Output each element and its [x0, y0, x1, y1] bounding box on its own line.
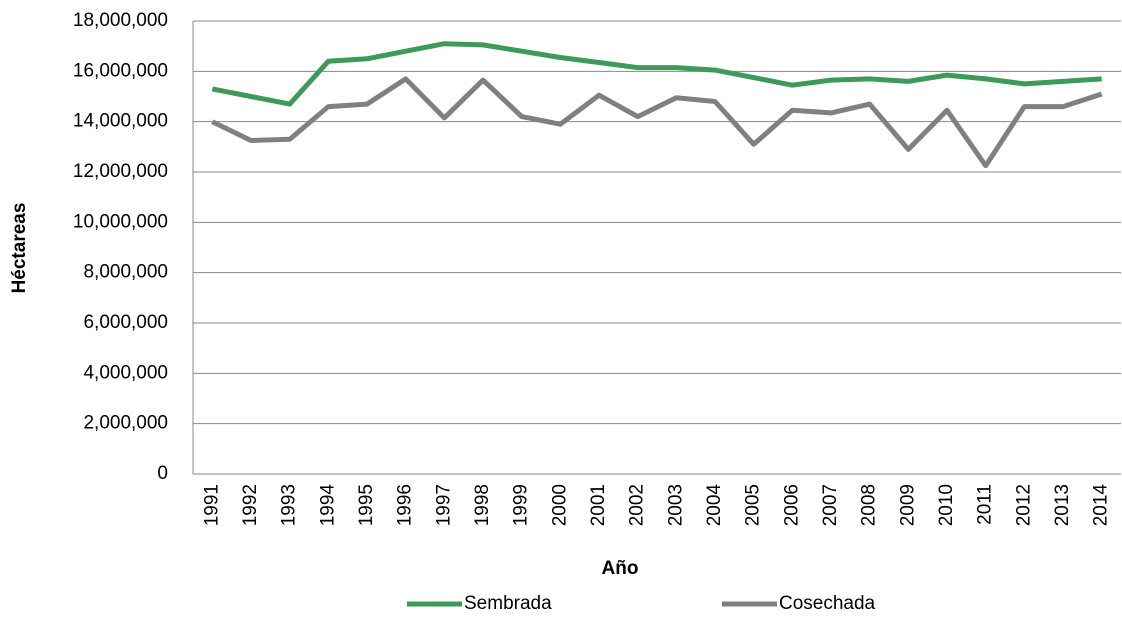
- x-tick-label: 1997: [433, 484, 454, 526]
- x-tick-label: 1998: [472, 484, 493, 526]
- x-tick-label: 2013: [1052, 484, 1073, 526]
- x-tick-label: 2001: [588, 484, 609, 526]
- x-tick-label: 2009: [897, 484, 918, 526]
- x-tick-label: 2014: [1091, 484, 1112, 527]
- y-tick-label: 2,000,000: [83, 413, 168, 434]
- y-tick-label: 14,000,000: [73, 111, 168, 132]
- x-tick-label: 2006: [781, 484, 802, 526]
- y-tick-label: 0: [157, 463, 168, 484]
- x-tick-label: 2004: [704, 484, 725, 527]
- x-tick-label: 2008: [859, 484, 880, 526]
- y-tick-label: 10,000,000: [73, 211, 168, 232]
- x-tick-label: 2000: [549, 484, 570, 526]
- x-tick-label: 1995: [356, 484, 377, 526]
- legend-label: Sembrada: [464, 593, 552, 614]
- legend-label: Cosechada: [779, 593, 876, 614]
- x-tick-label: 2003: [665, 484, 686, 526]
- x-tick-label: 1996: [395, 484, 416, 526]
- x-tick-label: 1993: [279, 484, 300, 526]
- x-tick-label: 1994: [317, 484, 338, 527]
- line-series: [211, 76, 1103, 169]
- y-tick-label: 6,000,000: [83, 312, 168, 333]
- x-tick-label: 1999: [511, 484, 532, 526]
- x-tick-label: 1991: [201, 484, 222, 526]
- y-tick-label: 18,000,000: [73, 10, 168, 31]
- y-axis-label: Héctareas: [9, 203, 30, 294]
- x-tick-label: 1992: [240, 484, 261, 526]
- line-series: [211, 41, 1102, 107]
- y-tick-label: 16,000,000: [73, 60, 168, 81]
- x-tick-label: 2012: [1013, 484, 1034, 526]
- y-tick-label: 4,000,000: [83, 362, 168, 383]
- y-tick-label: 12,000,000: [73, 161, 168, 182]
- x-tick-label: 2002: [627, 484, 648, 526]
- x-tick-label: 2011: [975, 484, 996, 525]
- x-tick-label: 2005: [743, 484, 764, 526]
- x-tick-label: 2007: [820, 484, 841, 526]
- x-tick-label: 2010: [936, 484, 957, 526]
- y-tick-label: 8,000,000: [83, 262, 168, 283]
- x-axis-label: Año: [602, 558, 639, 579]
